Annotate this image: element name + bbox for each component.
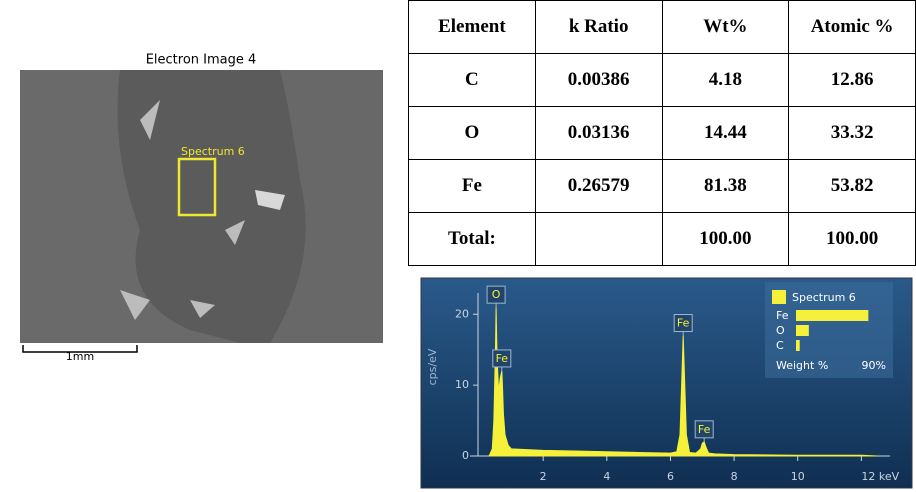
y-tick-label: 0 <box>462 449 469 462</box>
x-tick-label: 12 keV <box>861 470 899 483</box>
legend-bar <box>796 310 869 321</box>
x-tick-label: 10 <box>791 470 805 483</box>
y-tick-label: 10 <box>455 378 469 391</box>
table-cell: 53.82 <box>788 159 916 213</box>
table-row: O 0.03136 14.44 33.32 <box>408 106 916 160</box>
legend-axis-label: Weight % <box>776 359 828 372</box>
table-cell: 0.26579 <box>534 159 663 213</box>
table-row: Total: 100.00 100.00 <box>408 212 916 266</box>
x-tick-label: 8 <box>731 470 738 483</box>
table-cell: k Ratio <box>534 0 663 54</box>
peak-label: Fe <box>677 317 690 330</box>
table-cell: 12.86 <box>788 53 916 107</box>
legend-bar-label: C <box>776 339 784 352</box>
peak-box <box>694 420 714 439</box>
legend <box>765 282 893 378</box>
table-row: Fe 0.26579 81.38 53.82 <box>408 159 916 213</box>
legend-bar-label: O <box>776 324 785 337</box>
table-cell: 100.00 <box>661 212 790 266</box>
peak-label: Fe <box>496 352 509 365</box>
legend-bar <box>796 325 809 336</box>
table-row: C 0.00386 4.18 12.86 <box>408 53 916 107</box>
x-tick-label: 4 <box>603 470 610 483</box>
y-axis-label: cps/eV <box>426 348 439 385</box>
sem-image <box>20 70 383 343</box>
image-title: Electron Image 4 <box>146 53 257 68</box>
legend-swatch <box>772 290 786 304</box>
table-cell: Fe <box>408 159 536 213</box>
peak-label: Fe <box>698 423 711 436</box>
peak-box <box>486 285 506 304</box>
table-cell: 100.00 <box>788 212 916 266</box>
table-cell: 14.44 <box>661 106 790 160</box>
y-tick-label: 20 <box>455 307 469 320</box>
table-cell: C <box>408 53 536 107</box>
table-cell: 4.18 <box>661 53 790 107</box>
scale-bar <box>22 345 138 353</box>
region-label: Spectrum 6 <box>181 145 245 158</box>
table-cell: Total: <box>408 212 536 266</box>
spectrum <box>488 307 878 457</box>
table-cell: Element <box>408 0 536 54</box>
table-cell: 81.38 <box>661 159 790 213</box>
table-cell: 33.32 <box>788 106 916 160</box>
table-cell <box>534 212 663 266</box>
peak-box <box>673 314 693 333</box>
legend-label: Spectrum 6 <box>792 291 856 304</box>
results-table: Element k Ratio Wt% Atomic % C 0.00386 4.18 12.… <box>408 0 916 266</box>
legend-tick-label: 90% <box>862 359 886 372</box>
table-cell: 0.00386 <box>534 53 663 107</box>
x-tick-label: 6 <box>667 470 674 483</box>
peak-label: O <box>492 288 501 301</box>
x-tick-label: 2 <box>540 470 547 483</box>
table-cell: Atomic % <box>788 0 916 54</box>
table-cell: O <box>408 106 536 160</box>
peak-box <box>492 349 512 368</box>
table-row: Element k Ratio Wt% Atomic % <box>408 0 916 54</box>
legend-bar-label: Fe <box>776 309 789 322</box>
scale-label: 1mm <box>66 350 94 363</box>
table-cell: 0.03136 <box>534 106 663 160</box>
legend-bar <box>796 340 800 351</box>
